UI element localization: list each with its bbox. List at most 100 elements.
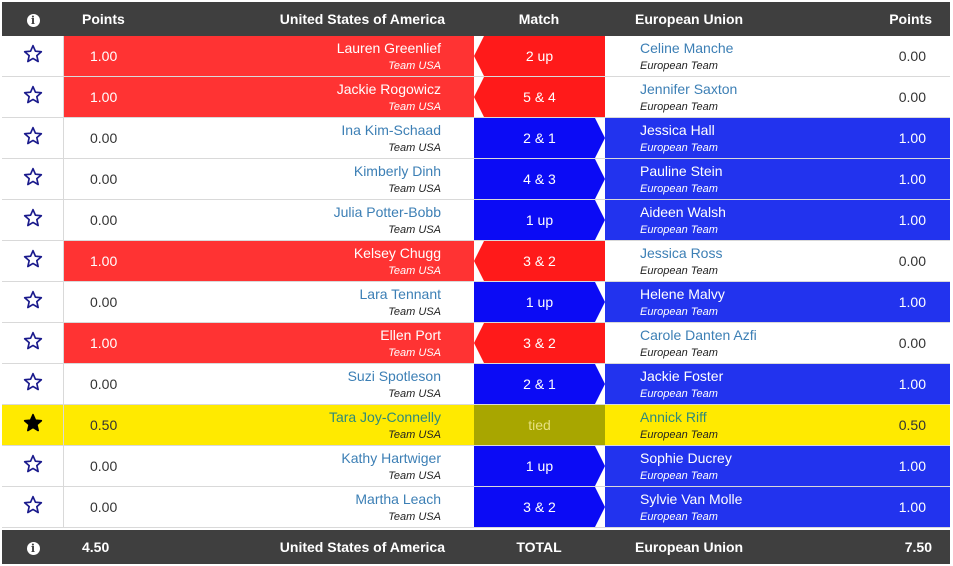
favorite-toggle[interactable] (2, 323, 64, 363)
star-outline-icon[interactable] (23, 290, 43, 315)
eu-team-label: European Team (640, 60, 718, 72)
star-outline-icon[interactable] (23, 44, 43, 69)
match-row[interactable]: 1.00 Lauren Greenlief Team USA 2 up Celine M… (2, 36, 950, 77)
star-outline-icon[interactable] (23, 167, 43, 192)
match-row[interactable]: 0.00 Lara Tennant Team USA 1 up Helene Malvy… (2, 282, 950, 323)
match-row[interactable]: 0.00 Martha Leach Team USA 3 & 2 Sylvie Van … (2, 487, 950, 528)
info-icon[interactable]: i (26, 541, 40, 555)
us-team-label: Team USA (388, 470, 441, 482)
info-icon[interactable]: i (26, 13, 40, 27)
eu-player-link[interactable]: Aideen Walsh (640, 204, 726, 220)
star-filled-icon[interactable] (23, 413, 43, 438)
us-points: 1.00 (90, 48, 118, 64)
favorite-toggle[interactable] (2, 159, 64, 199)
eu-cell: Jessica Hall European Team 1.00 (605, 118, 950, 158)
us-player-link[interactable]: Ina Kim-Schaad (341, 122, 441, 138)
match-cell: 4 & 3 (474, 159, 605, 199)
match-row[interactable]: 1.00 Kelsey Chugg Team USA 3 & 2 Jessica Ros… (2, 241, 950, 282)
us-team-label: Team USA (388, 388, 441, 400)
eu-points: 0.00 (898, 48, 926, 64)
favorite-toggle[interactable] (2, 118, 64, 158)
us-cell: 0.00 Kimberly Dinh Team USA (64, 159, 474, 199)
header-team-right: European Union (635, 11, 744, 27)
us-player-link[interactable]: Jackie Rogowicz (336, 81, 441, 97)
eu-player-link[interactable]: Carole Danten Azfi (640, 327, 757, 343)
eu-points: 1.00 (898, 130, 926, 146)
favorite-toggle[interactable] (2, 405, 64, 445)
eu-cell: Sylvie Van Molle European Team 1.00 (605, 487, 950, 527)
eu-player-link[interactable]: Pauline Stein (640, 163, 723, 179)
star-outline-icon[interactable] (23, 372, 43, 397)
star-outline-icon[interactable] (23, 249, 43, 274)
favorite-toggle[interactable] (2, 364, 64, 404)
star-outline-icon[interactable] (23, 331, 43, 356)
eu-team-label: European Team (640, 429, 718, 441)
us-team-label: Team USA (388, 511, 441, 523)
us-cell: 0.00 Kathy Hartwiger Team USA (64, 446, 474, 486)
eu-team-label: European Team (640, 101, 718, 113)
us-cell: 0.00 Martha Leach Team USA (64, 487, 474, 527)
match-cell: 2 & 1 (474, 364, 605, 404)
star-outline-icon[interactable] (23, 85, 43, 110)
eu-player-link[interactable]: Jackie Foster (640, 368, 724, 384)
eu-cell: Helene Malvy European Team 1.00 (605, 282, 950, 322)
us-player-link[interactable]: Julia Potter-Bobb (333, 204, 441, 220)
eu-points: 0.00 (898, 89, 926, 105)
footer-eu-total: 7.50 (904, 539, 932, 555)
favorite-toggle[interactable] (2, 77, 64, 117)
eu-player-link[interactable]: Annick Riff (640, 409, 707, 425)
us-points: 0.00 (90, 294, 118, 310)
us-cell: 1.00 Kelsey Chugg Team USA (64, 241, 474, 281)
favorite-toggle[interactable] (2, 487, 64, 527)
match-row[interactable]: 0.50 Tara Joy-Connelly Team USA tied Annick … (2, 405, 950, 446)
header-points-right: Points (889, 11, 932, 27)
us-team-label: Team USA (388, 183, 441, 195)
favorite-toggle[interactable] (2, 36, 64, 76)
us-cell: 1.00 Ellen Port Team USA (64, 323, 474, 363)
star-outline-icon[interactable] (23, 454, 43, 479)
match-row[interactable]: 1.00 Jackie Rogowicz Team USA 5 & 4 Jennifer… (2, 77, 950, 118)
us-player-link[interactable]: Kelsey Chugg (353, 245, 441, 261)
us-team-label: Team USA (388, 429, 441, 441)
match-result: 3 & 2 (474, 323, 605, 363)
eu-cell: Carole Danten Azfi European Team 0.00 (605, 323, 950, 363)
star-outline-icon[interactable] (23, 208, 43, 233)
us-player-link[interactable]: Kathy Hartwiger (341, 450, 441, 466)
header-info[interactable]: i (2, 2, 64, 36)
us-points: 1.00 (90, 335, 118, 351)
footer-info[interactable]: i (2, 530, 64, 564)
star-outline-icon[interactable] (23, 495, 43, 520)
match-row[interactable]: 0.00 Ina Kim-Schaad Team USA 2 & 1 Jessica H… (2, 118, 950, 159)
match-row[interactable]: 1.00 Ellen Port Team USA 3 & 2 Carole Danten… (2, 323, 950, 364)
favorite-toggle[interactable] (2, 200, 64, 240)
match-row[interactable]: 0.00 Kimberly Dinh Team USA 4 & 3 Pauline St… (2, 159, 950, 200)
match-row[interactable]: 0.00 Suzi Spotleson Team USA 2 & 1 Jackie Fo… (2, 364, 950, 405)
us-player-link[interactable]: Lara Tennant (359, 286, 441, 302)
eu-player-link[interactable]: Jessica Hall (640, 122, 715, 138)
eu-player-link[interactable]: Sophie Ducrey (640, 450, 732, 466)
eu-player-link[interactable]: Sylvie Van Molle (640, 491, 743, 507)
star-outline-icon[interactable] (23, 126, 43, 151)
favorite-toggle[interactable] (2, 282, 64, 322)
eu-player-link[interactable]: Celine Manche (640, 40, 734, 56)
eu-team-label: European Team (640, 347, 718, 359)
eu-player-link[interactable]: Jennifer Saxton (640, 81, 738, 97)
header-points-left: Points (82, 11, 125, 27)
us-player-link[interactable]: Martha Leach (355, 491, 441, 507)
us-team-label: Team USA (388, 60, 441, 72)
favorite-toggle[interactable] (2, 446, 64, 486)
us-player-link[interactable]: Lauren Greenlief (336, 40, 441, 56)
us-player-link[interactable]: Ellen Port (380, 327, 441, 343)
eu-player-link[interactable]: Helene Malvy (640, 286, 725, 302)
match-row[interactable]: 0.00 Kathy Hartwiger Team USA 1 up Sophie Du… (2, 446, 950, 487)
header-bar: i Points United States of America Match … (2, 2, 950, 36)
eu-player-link[interactable]: Jessica Ross (640, 245, 723, 261)
us-player-link[interactable]: Suzi Spotleson (347, 368, 441, 384)
eu-team-label: European Team (640, 470, 718, 482)
match-result: 2 & 1 (474, 118, 605, 158)
us-player-link[interactable]: Tara Joy-Connelly (328, 409, 441, 425)
header-team-left: United States of America (279, 11, 445, 27)
us-player-link[interactable]: Kimberly Dinh (353, 163, 441, 179)
match-row[interactable]: 0.00 Julia Potter-Bobb Team USA 1 up Aideen … (2, 200, 950, 241)
favorite-toggle[interactable] (2, 241, 64, 281)
